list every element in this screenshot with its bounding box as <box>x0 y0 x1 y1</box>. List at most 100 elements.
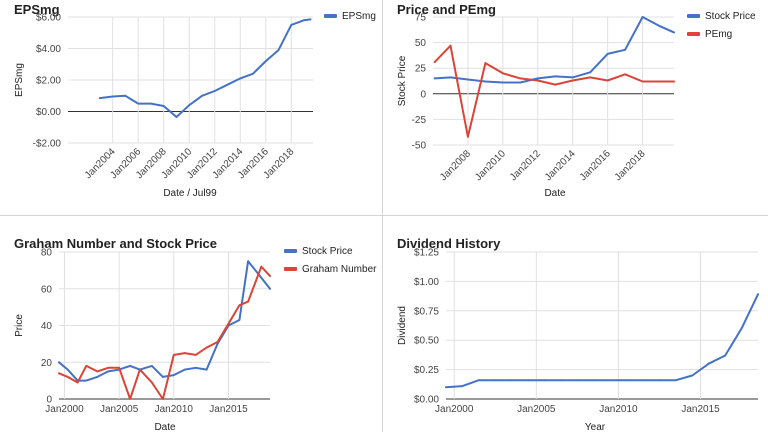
legend-label: Stock Price <box>705 11 756 22</box>
data-point <box>183 352 186 354</box>
data-point <box>107 370 110 373</box>
legend-swatch <box>687 14 700 18</box>
chart-title: Dividend History <box>397 236 501 251</box>
data-point <box>606 52 609 55</box>
chart-title: Graham Number and Stock Price <box>14 236 217 251</box>
data-point <box>76 381 79 384</box>
data-point <box>205 368 208 371</box>
eps-chart: EPSmg-$2.00$0.00$2.00$4.00$6.00Jan2004Ja… <box>14 2 376 199</box>
chart-title: Price and PEmg <box>397 2 496 17</box>
y-tick-label: $0.75 <box>414 306 439 317</box>
data-point <box>238 319 241 321</box>
y-tick-label: $0.50 <box>414 336 439 347</box>
data-point <box>707 362 710 365</box>
data-point <box>66 376 69 378</box>
data-point <box>172 354 175 356</box>
data-point <box>659 80 661 83</box>
y-tick-label: 20 <box>41 358 53 369</box>
legend-label: PEmg <box>705 29 732 40</box>
data-point <box>589 71 592 74</box>
data-point <box>624 48 627 51</box>
data-point <box>260 276 263 279</box>
data-point <box>510 379 513 382</box>
data-point <box>269 287 271 290</box>
y-tick-label: 0 <box>46 395 52 406</box>
x-axis-label: Date / Jul99 <box>163 188 217 199</box>
data-point <box>641 80 644 83</box>
series-line-stock-price <box>433 16 675 84</box>
y-tick-label: 40 <box>41 321 53 332</box>
data-point <box>433 77 436 80</box>
y-tick-label: $1.25 <box>414 248 439 259</box>
legend-swatch <box>284 249 297 253</box>
data-point <box>139 368 141 371</box>
data-point <box>467 135 469 138</box>
data-point <box>216 341 219 343</box>
legend-label: EPSmg <box>342 11 376 22</box>
data-point <box>527 379 530 382</box>
x-tick-label: Jan2010 <box>155 404 194 415</box>
data-point <box>576 379 579 382</box>
x-tick-label: Jan2000 <box>45 404 84 415</box>
eps-chart-panel: EPSmg -$2.00 $0.00 $2.00 $4.00 $6.00 Jan2004 Ja… <box>0 0 381 215</box>
x-tick-label: Jan2015 <box>681 404 720 415</box>
dividend-chart: Dividend History $0.00 $0.25 $0.50 $0.75 $1.0… <box>397 236 759 431</box>
y-tick-label: $1.00 <box>414 277 439 288</box>
legend-swatch <box>687 32 700 36</box>
x-axis-label: Date <box>544 188 566 199</box>
data-point <box>589 76 592 79</box>
data-point <box>124 94 127 97</box>
y-tick-label: 0 <box>420 89 426 100</box>
y-axis-label: Dividend <box>397 306 408 345</box>
data-point <box>303 19 305 22</box>
data-point <box>484 62 487 64</box>
data-point <box>247 260 250 263</box>
data-point <box>290 23 293 26</box>
data-point <box>269 274 271 277</box>
legend-swatch <box>324 14 337 18</box>
series-line-dividend <box>445 293 759 389</box>
data-point <box>175 116 178 118</box>
data-point <box>449 44 452 47</box>
data-point <box>477 379 480 382</box>
data-point <box>571 76 574 79</box>
data-point <box>659 25 661 28</box>
data-point <box>536 77 539 80</box>
data-point <box>151 365 153 367</box>
data-point <box>673 31 675 34</box>
x-tick-label: Jan2015 <box>209 404 248 415</box>
data-point <box>658 379 661 382</box>
y-tick-label: -$2.00 <box>33 139 62 150</box>
data-point <box>724 354 727 357</box>
data-point <box>227 322 230 325</box>
data-point <box>673 80 675 83</box>
y-tick-label: $2.00 <box>36 76 61 87</box>
data-point <box>226 83 229 86</box>
data-point <box>501 81 504 84</box>
x-tick-label: Jan2010 <box>473 148 508 183</box>
data-point <box>264 60 267 62</box>
y-axis-label: EPSmg <box>14 63 25 97</box>
data-point <box>740 327 743 330</box>
graham-chart: Graham Number and Stock Price 0 20 40 60 80 Ja… <box>14 236 377 431</box>
series-line-pemg <box>433 44 675 138</box>
data-point <box>99 97 101 100</box>
y-tick-label: 80 <box>41 248 53 259</box>
data-point <box>111 95 114 98</box>
data-point <box>252 72 254 75</box>
x-tick-label: Jan2012 <box>508 148 543 183</box>
data-point <box>129 365 131 367</box>
y-tick-label: $0.25 <box>414 365 439 376</box>
data-point <box>201 94 203 97</box>
x-axis-label: Date <box>154 422 176 431</box>
data-point <box>239 77 242 80</box>
y-tick-label: -25 <box>412 115 427 126</box>
data-point <box>129 398 131 400</box>
data-point <box>467 78 469 81</box>
y-tick-label: 50 <box>415 38 427 49</box>
data-point <box>543 379 546 382</box>
y-tick-label: -50 <box>412 141 427 152</box>
legend-label: Stock Price <box>302 246 353 257</box>
data-point <box>162 105 165 107</box>
